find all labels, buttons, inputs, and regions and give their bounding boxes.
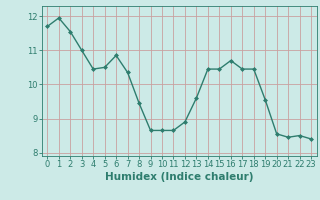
X-axis label: Humidex (Indice chaleur): Humidex (Indice chaleur) — [105, 172, 253, 182]
